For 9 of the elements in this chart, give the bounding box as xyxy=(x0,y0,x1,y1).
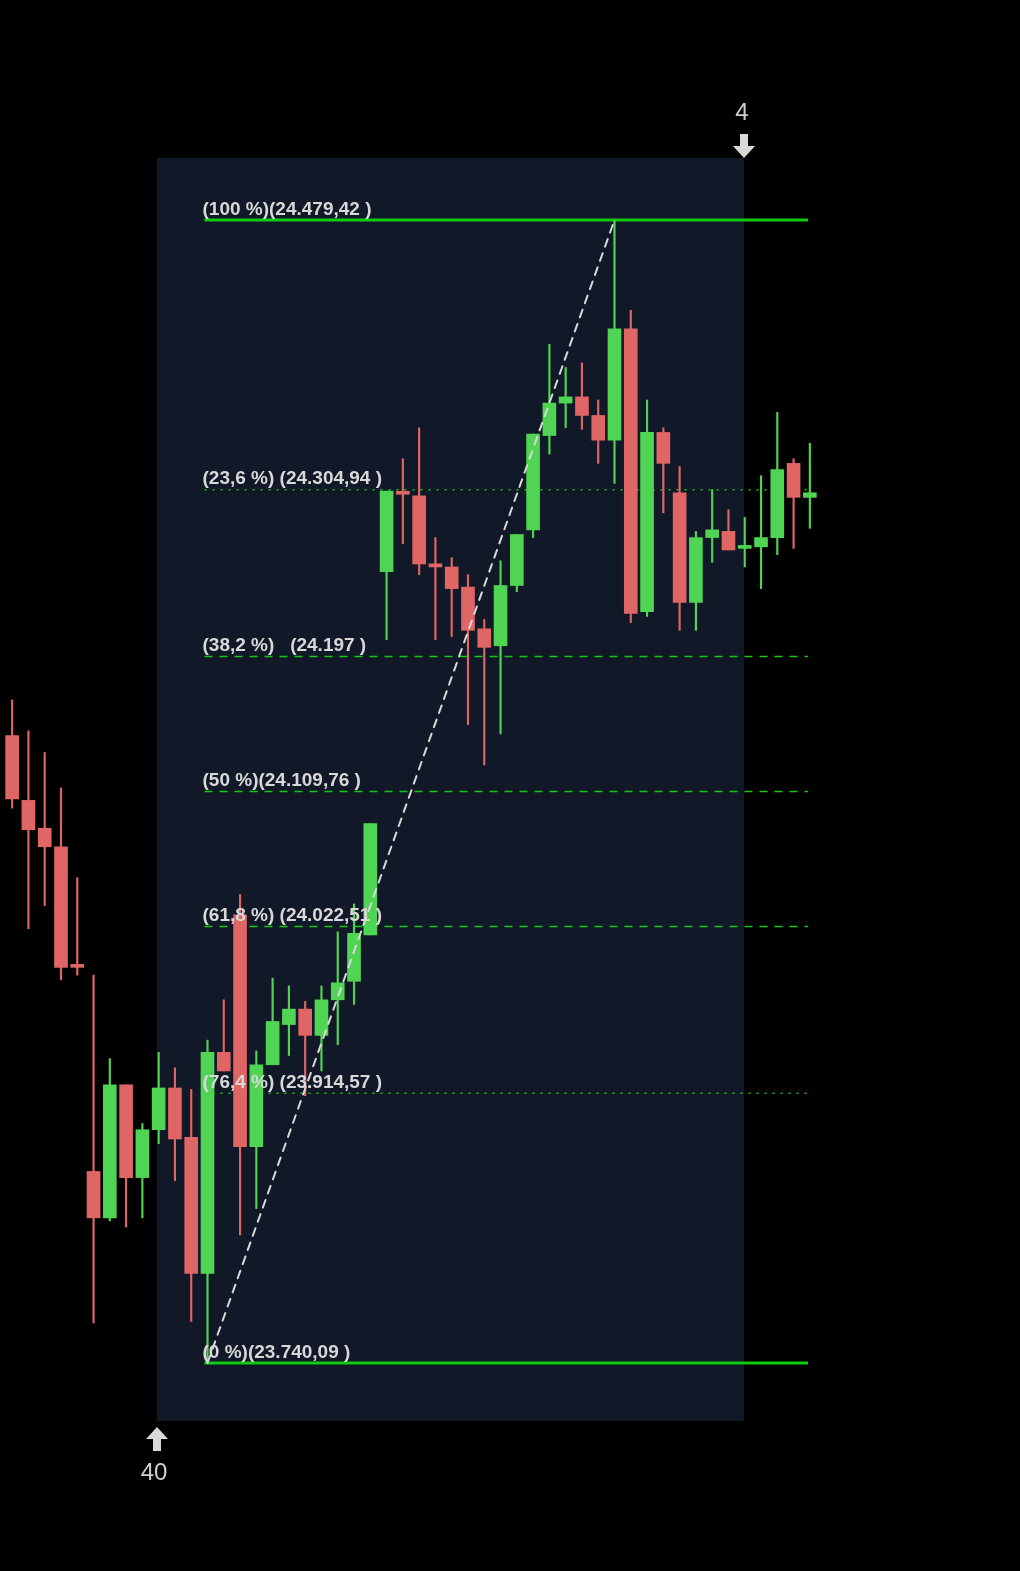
ref-line-label: (23,6 %) (24.304,94 ) xyxy=(202,467,383,489)
candlestick xyxy=(21,730,36,930)
ref-line-label: (100 %)(24.479,42 ) xyxy=(202,197,372,219)
ref-line-label: (38,2 %) (24.197 ) xyxy=(202,634,367,656)
text: 40 xyxy=(139,1458,169,1486)
candlestick xyxy=(86,974,101,1324)
ref-line-label: (50 %)(24.109,76 ) xyxy=(202,769,361,791)
candlestick xyxy=(493,560,508,735)
text: 4 xyxy=(734,98,750,126)
